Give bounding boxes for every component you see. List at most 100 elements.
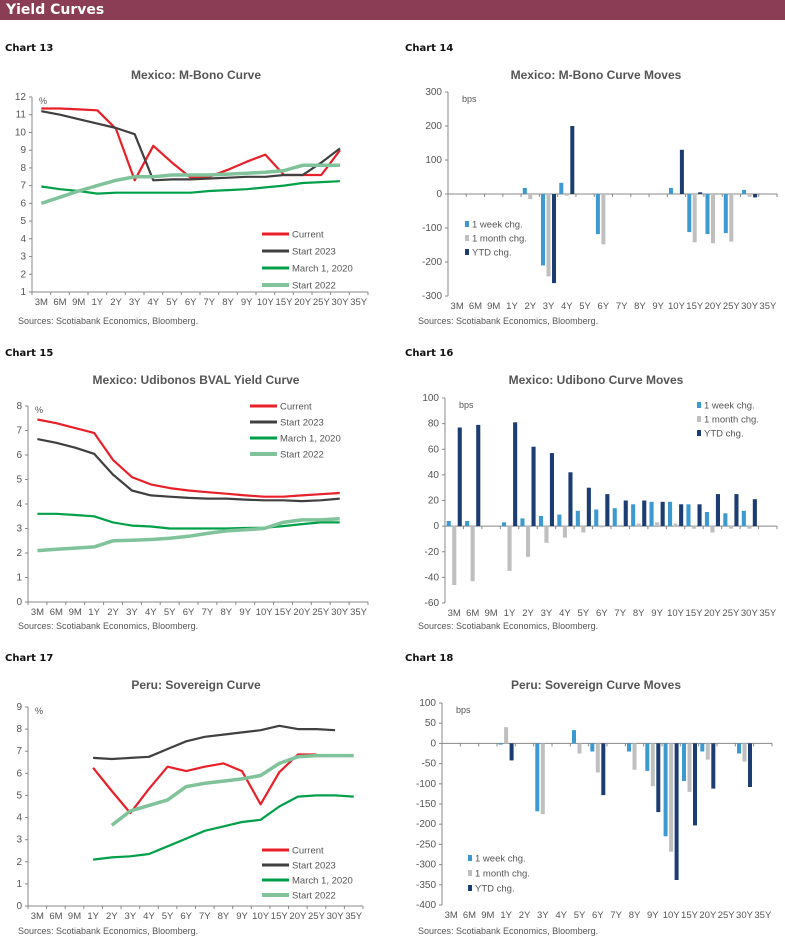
bar — [502, 522, 507, 527]
bar — [570, 126, 575, 194]
chart-title: Mexico: Udibono Curve Moves — [508, 373, 684, 387]
bar — [513, 422, 518, 527]
bar — [575, 510, 580, 527]
x-tick-label: 7Y — [204, 297, 216, 308]
x-tick-label: 20Y — [294, 297, 312, 308]
y-tick-label: 2 — [16, 857, 22, 868]
y-tick-label: 9 — [20, 145, 26, 156]
bar — [747, 526, 752, 529]
y-tick-label: 300 — [425, 87, 442, 98]
bar — [544, 526, 549, 543]
y-tick-label: 9 — [16, 702, 22, 713]
y-tick-label: 4 — [16, 499, 22, 510]
x-tick-label: 4Y — [559, 608, 571, 619]
x-tick-label: 7Y — [202, 607, 214, 618]
bar — [693, 743, 697, 826]
x-tick-label: 3M — [35, 297, 48, 308]
bar — [728, 526, 733, 529]
bar — [498, 743, 503, 745]
bar — [711, 743, 716, 789]
x-tick-label: 3Y — [543, 301, 555, 312]
bar — [656, 743, 661, 813]
y-tick-label: 0 — [16, 901, 22, 912]
y-tick-label: 7 — [16, 426, 22, 437]
x-tick-label: 30Y — [741, 301, 759, 312]
x-tick-label: 6M — [50, 607, 63, 618]
x-tick-label: 10Y — [252, 911, 270, 922]
legend-label: 1 week chg. — [472, 220, 523, 231]
bar — [452, 526, 457, 585]
bar — [581, 526, 586, 533]
bar — [470, 526, 475, 582]
legend-label: 1 week chg. — [475, 854, 526, 865]
chart-label: Chart 14 — [405, 43, 454, 54]
bar — [700, 743, 705, 752]
chart-source: Sources: Scotiabank Economics, Bloomberg… — [418, 926, 599, 936]
x-tick-label: 1Y — [92, 297, 104, 308]
legend-swatch — [697, 416, 701, 422]
x-tick-label: 2Y — [110, 297, 122, 308]
y-tick-label: 2 — [16, 548, 22, 559]
legend-swatch — [468, 885, 472, 891]
chart-title: Mexico: Udibonos BVAL Yield Curve — [92, 373, 300, 387]
bar — [686, 504, 691, 527]
legend-label: YTD chg. — [704, 429, 744, 440]
x-tick-label: 5Y — [162, 911, 174, 922]
chart-title: Peru: Sovereign Curve Moves — [510, 678, 682, 692]
y-tick-label: 10 — [15, 127, 27, 138]
series-line — [110, 753, 354, 827]
legend-label: 1 month chg. — [704, 415, 759, 426]
bar — [540, 743, 545, 815]
bar — [687, 743, 692, 792]
bar — [595, 743, 600, 773]
y-tick-label: -50 — [422, 759, 437, 770]
legend-label: Start 2022 — [292, 891, 336, 902]
bar — [504, 727, 509, 744]
legend-swatch — [697, 430, 701, 436]
bar — [520, 518, 525, 527]
chart-title: Mexico: M-Bono Curve — [130, 68, 261, 82]
x-tick-label: 20Y — [704, 608, 722, 619]
bar — [631, 504, 636, 527]
bar — [668, 501, 673, 527]
y-tick-label: 0 — [16, 597, 22, 608]
x-tick-label: 8Y — [218, 911, 230, 922]
bar — [734, 494, 739, 527]
bar — [697, 504, 702, 527]
y-tick-label: 100 — [419, 698, 436, 709]
bar — [660, 501, 665, 527]
x-tick-label: 4Y — [145, 607, 157, 618]
x-tick-label: 25Y — [718, 910, 736, 921]
bar — [586, 487, 591, 527]
chart-label: Chart 17 — [5, 653, 54, 664]
bar — [642, 500, 647, 527]
x-tick-label: 25Y — [723, 301, 741, 312]
bar — [723, 513, 728, 527]
y-tick-label: 60 — [428, 444, 440, 455]
bar — [663, 743, 668, 837]
bar — [599, 526, 604, 528]
x-tick-label: 20Y — [705, 301, 723, 312]
y-tick-label: 8 — [16, 724, 22, 735]
chart-label: Chart 15 — [5, 348, 54, 359]
x-tick-label: 15Y — [276, 297, 294, 308]
y-tick-label: 0 — [433, 521, 439, 532]
bar — [457, 427, 462, 527]
bar — [590, 743, 595, 752]
bar — [446, 521, 451, 527]
legend-label: 1 week chg. — [704, 401, 755, 412]
unit-label: bps — [456, 705, 471, 715]
x-tick-label: 1Y — [87, 911, 99, 922]
bar — [568, 472, 573, 527]
x-tick-label: 9Y — [236, 911, 248, 922]
bar — [692, 194, 697, 243]
legend-swatch — [465, 221, 469, 227]
x-tick-label: 35Y — [350, 297, 368, 308]
bar — [679, 149, 684, 194]
bar — [552, 194, 556, 284]
bar — [741, 510, 746, 527]
x-tick-label: 9M — [485, 608, 498, 619]
chart-plot: 0 1 2 3 4 5 6 7 8 9 3M 6M 9M 1Y 2Y 3Y 4Y 5Y 6Y 7Y 8Y 9Y 10Y 15Y… — [16, 702, 364, 922]
bar — [645, 743, 650, 771]
